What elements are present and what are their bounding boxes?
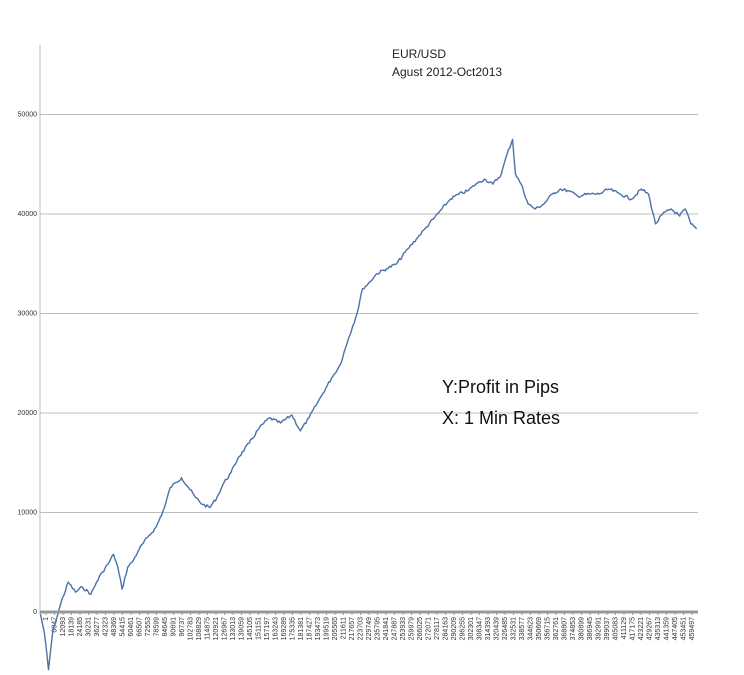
x-tick-label: 266025 [417, 617, 424, 640]
y-tick-label: 40000 [18, 211, 38, 218]
x-tick-label: 78599 [154, 617, 161, 637]
x-tick-label: 344623 [528, 617, 535, 640]
x-axis-ticks: 1 6047 12093 18139 24185 30231 36277 42323 48369… [43, 612, 696, 640]
x-tick-label: 302301 [468, 617, 475, 640]
x-tick-label: 296255 [460, 617, 467, 640]
x-tick-label: 54415 [120, 617, 127, 637]
x-tick-label: 24185 [77, 617, 84, 637]
x-tick-label: 42323 [103, 617, 110, 637]
x-tick-label: 205565 [332, 617, 339, 640]
x-tick-label: 338577 [519, 617, 526, 640]
x-tick-label: 102783 [188, 617, 195, 640]
series-line-0 [39, 138, 698, 671]
x-tick-label: 453451 [681, 617, 688, 640]
x-tick-label: 229749 [366, 617, 373, 640]
x-tick-label: 108829 [196, 617, 203, 640]
y-tick-label: 10000 [18, 510, 38, 517]
x-tick-label: 114875 [205, 617, 212, 640]
x-tick-label: 405083 [613, 617, 620, 640]
x-tick-label: 169289 [281, 617, 288, 640]
x-tick-label: 441359 [664, 617, 671, 640]
x-tick-label: 417175 [630, 617, 637, 640]
x-tick-label: 163243 [273, 617, 280, 640]
x-tick-label: 235795 [375, 617, 382, 640]
x-tick-label: 217657 [349, 617, 356, 640]
x-tick-label: 253933 [400, 617, 407, 640]
x-tick-label: 1 [43, 617, 50, 621]
x-tick-label: 84645 [162, 617, 169, 637]
x-tick-label: 350669 [536, 617, 543, 640]
chart-title: EUR/USD [392, 47, 446, 61]
x-tick-label: 247887 [392, 617, 399, 640]
series-group [39, 138, 698, 671]
y-tick-label: 50000 [18, 112, 38, 119]
x-tick-label: 356715 [545, 617, 552, 640]
x-tick-label: 392991 [596, 617, 603, 640]
x-tick-label: 386945 [587, 617, 594, 640]
x-tick-label: 126967 [222, 617, 229, 640]
chart-subtitle: Agust 2012-Oct2013 [392, 65, 502, 79]
x-tick-label: 411129 [621, 617, 628, 639]
annotation-x: X: 1 Min Rates [442, 408, 560, 428]
x-tick-label: 36277 [94, 617, 101, 637]
x-tick-label: 175335 [290, 617, 297, 640]
x-tick-label: 96737 [179, 617, 186, 637]
x-tick-label: 181381 [298, 617, 305, 640]
x-tick-label: 278117 [434, 617, 441, 640]
x-tick-label: 241841 [383, 617, 390, 640]
x-tick-label: 362761 [553, 617, 560, 640]
x-tick-label: 259979 [409, 617, 416, 640]
x-tick-label: 90691 [171, 617, 178, 637]
x-tick-label: 272071 [426, 617, 433, 640]
x-tick-label: 368807 [562, 617, 569, 640]
x-tick-label: 399037 [604, 617, 611, 640]
y-axis-ticks: 0 10000 20000 30000 40000 50000 [18, 112, 38, 617]
x-tick-label: 423221 [638, 617, 645, 640]
x-tick-label: 290209 [451, 617, 458, 640]
x-tick-label: 187427 [307, 617, 314, 640]
x-tick-label: 284163 [443, 617, 450, 640]
x-tick-label: 314393 [485, 617, 492, 640]
x-tick-label: 18139 [69, 617, 76, 637]
y-tick-label: 0 [33, 609, 37, 616]
x-tick-label: 139059 [239, 617, 246, 640]
x-tick-label: 459497 [689, 617, 696, 640]
x-tick-label: 157197 [264, 617, 271, 640]
x-tick-label: 66507 [137, 617, 144, 637]
x-tick-label: 48369 [111, 617, 118, 637]
y-tick-label: 30000 [18, 311, 38, 318]
x-tick-label: 145105 [247, 617, 254, 640]
x-tick-label: 30231 [86, 617, 93, 637]
x-tick-label: 447405 [672, 617, 679, 640]
annotation-y: Y:Profit in Pips [442, 377, 559, 397]
x-tick-label: 199519 [324, 617, 331, 640]
x-tick-label: 308347 [477, 617, 484, 640]
x-tick-label: 435313 [655, 617, 662, 640]
x-tick-label: 133013 [230, 617, 237, 640]
x-tick-label: 120921 [213, 617, 220, 640]
x-tick-label: 429267 [647, 617, 654, 640]
x-tick-label: 332531 [511, 617, 518, 640]
x-tick-label: 326485 [502, 617, 509, 640]
x-tick-label: 60461 [128, 617, 135, 637]
x-tick-label: 223703 [358, 617, 365, 640]
y-tick-label: 20000 [18, 410, 38, 417]
x-tick-label: 211611 [341, 617, 348, 639]
x-tick-label: 12093 [60, 617, 67, 637]
x-tick-label: 193473 [315, 617, 322, 640]
gridlines [40, 114, 698, 513]
x-tick-label: 72553 [145, 617, 152, 637]
x-tick-label: 374853 [570, 617, 577, 640]
x-tick-label: 151151 [256, 617, 263, 640]
x-tick-label: 380899 [579, 617, 586, 640]
x-tick-label: 320439 [494, 617, 501, 640]
